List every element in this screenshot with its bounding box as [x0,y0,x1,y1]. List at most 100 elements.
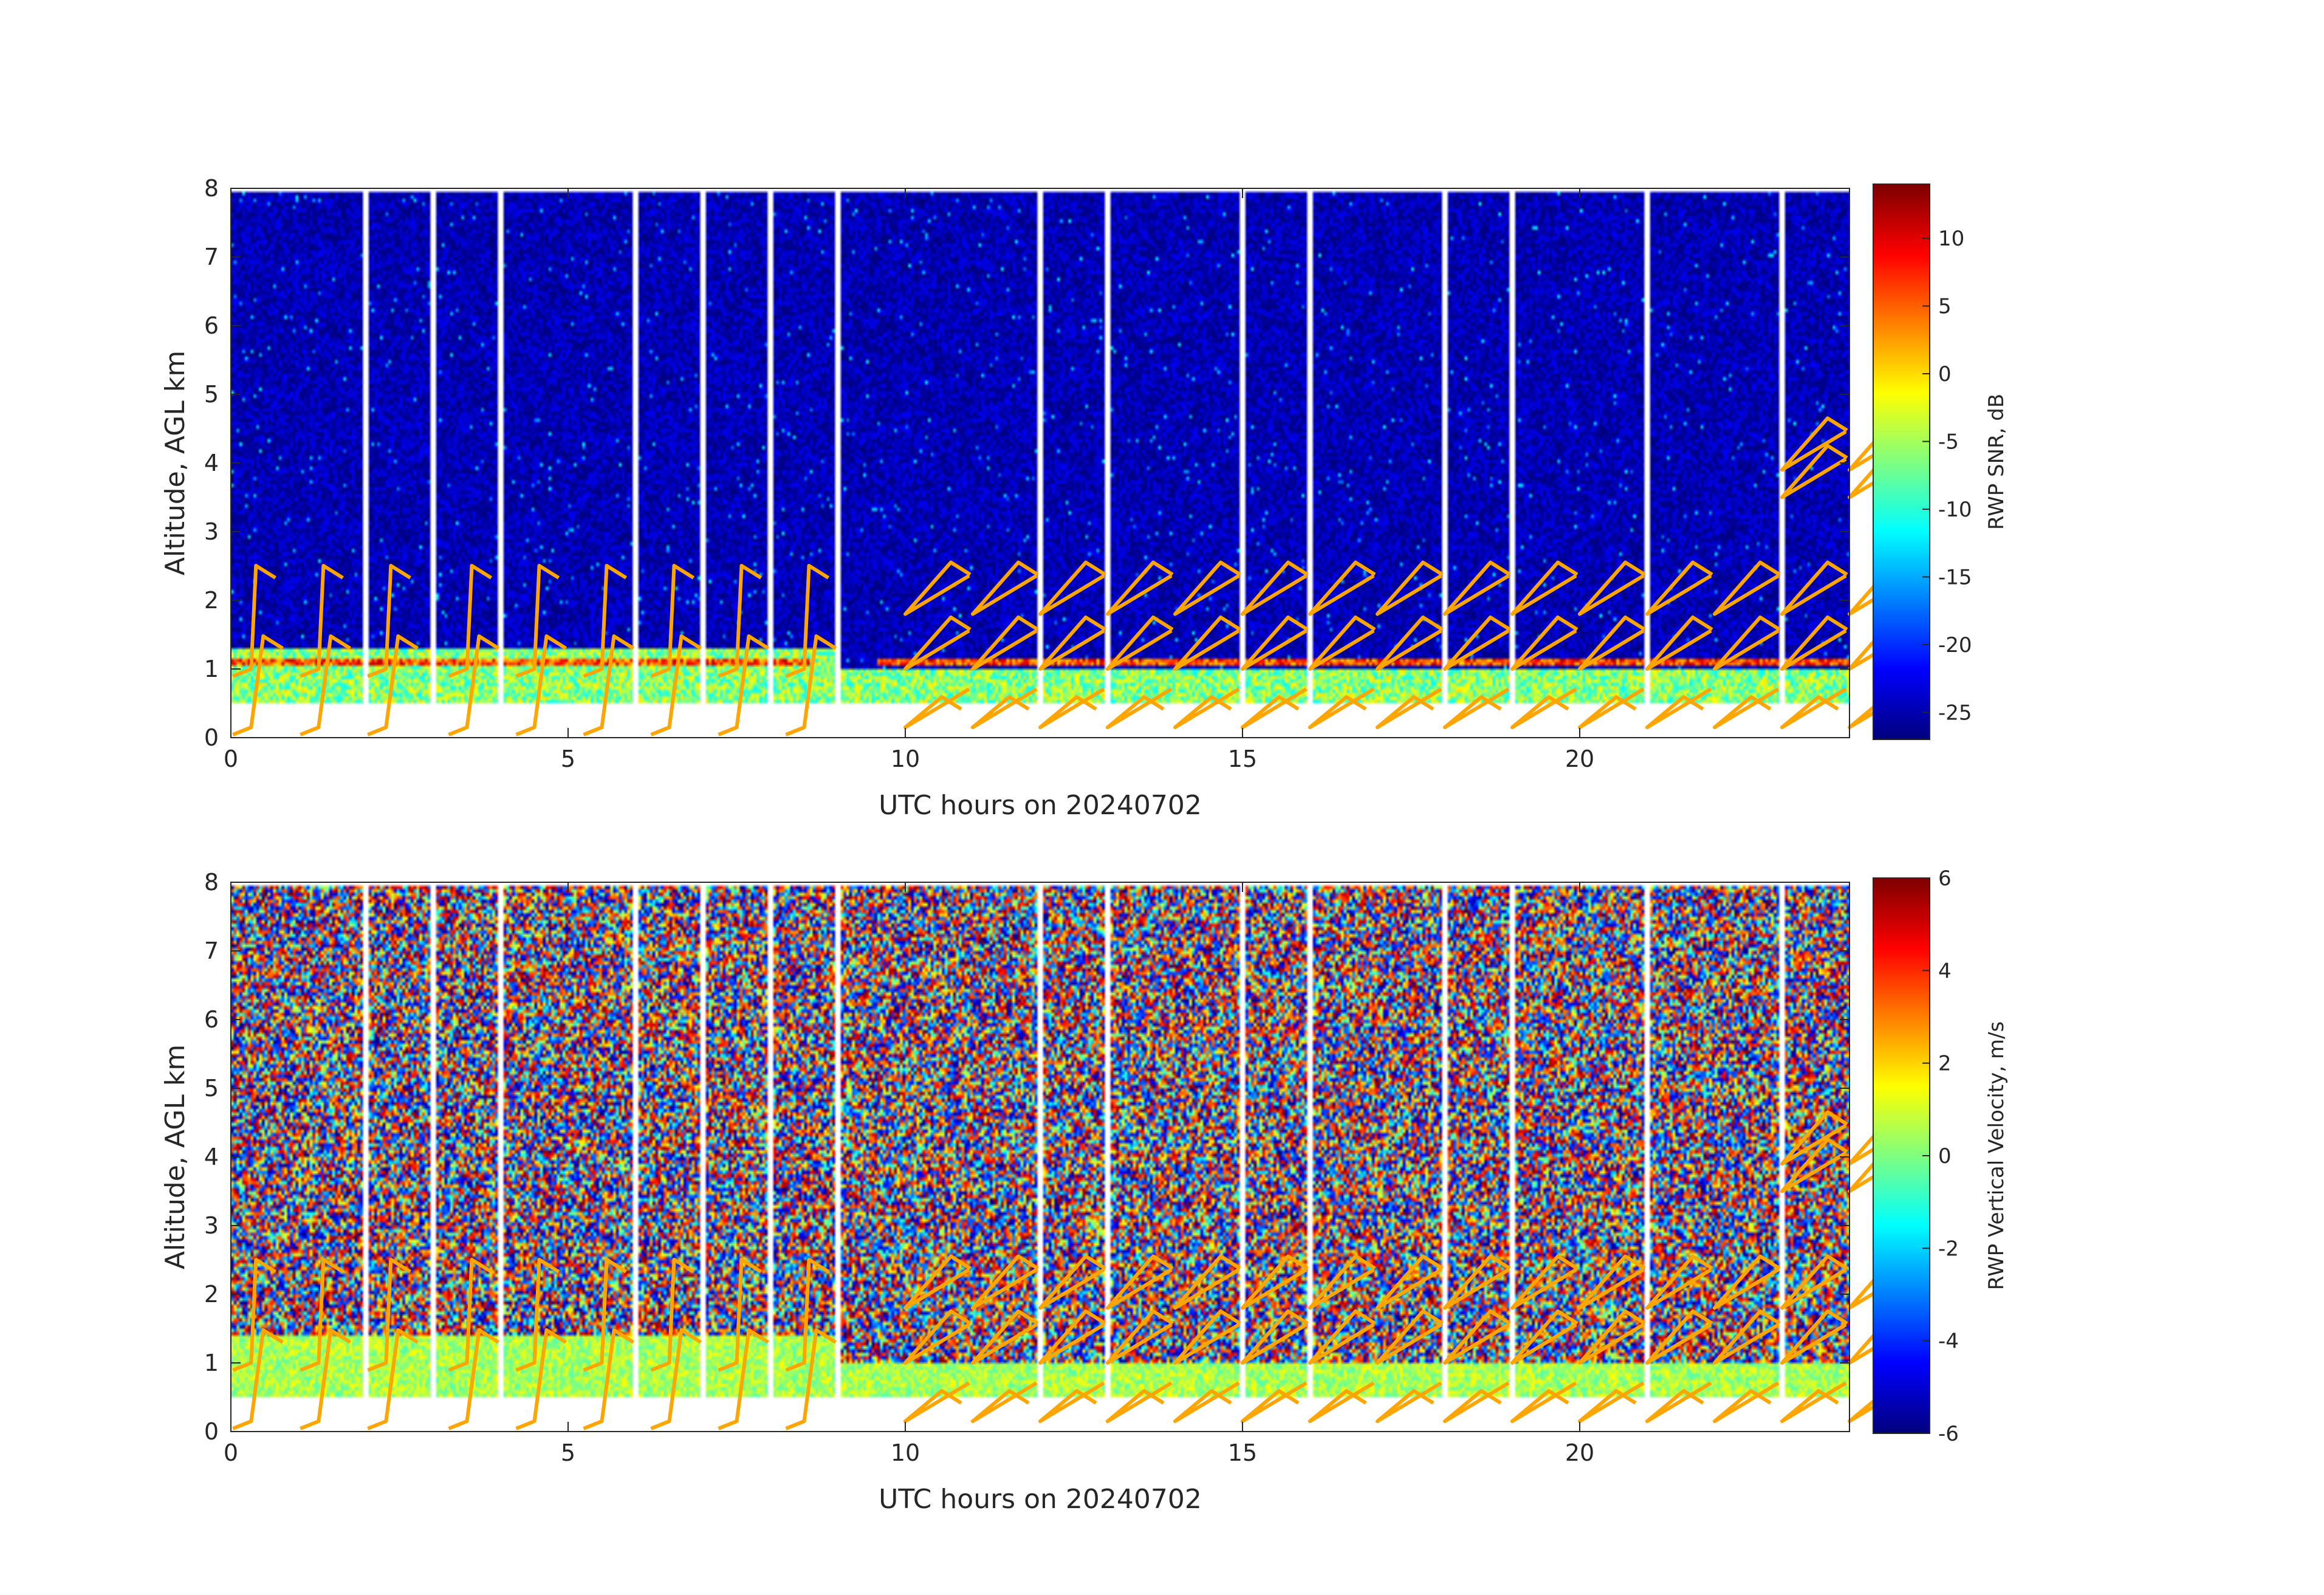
wind-barb [1780,1110,1848,1166]
x-tick-label: 0 [224,1439,238,1466]
wind-barb [583,564,628,678]
wind-barb [650,564,695,678]
wind-barb [1173,560,1241,616]
wind-barb [903,560,972,616]
x-tick-label: 10 [891,746,920,772]
wind-barb [903,1381,970,1424]
wind-barb [448,634,500,736]
wind-barb [1510,1254,1578,1310]
wind-barb [367,1328,419,1430]
wind-barb [785,634,837,736]
wind-barb [1106,560,1174,616]
wind-barb [232,564,276,678]
colorbar-tick-label: 2 [1938,1052,1952,1076]
velocity-colorbar [1873,878,1930,1433]
wind-barb [1645,560,1713,616]
wind-barb [1780,1381,1847,1424]
colorbar-tick-label: -25 [1938,701,1972,725]
wind-barb [1376,560,1444,616]
wind-barb [1780,444,1848,499]
wind-barb [1578,560,1646,616]
colorbar-tick-label: 0 [1938,362,1952,386]
wind-barb [1645,1309,1713,1365]
wind-barb [1308,616,1376,671]
y-tick-label: 0 [204,1418,219,1445]
wind-barb [1713,1309,1781,1365]
wind-barb [448,1328,500,1430]
wind-barb [718,564,763,678]
snr-colorbar-label: RWP SNR, dB [1984,394,2009,530]
wind-barb [1780,1137,1848,1193]
wind-barb [1038,616,1106,671]
wind-barb [1645,616,1713,671]
wind-barb [971,1381,1038,1424]
wind-barb [1173,1381,1240,1424]
wind-barb [300,634,351,736]
wind-barb [1713,1381,1780,1424]
wind-barb [1241,616,1309,671]
wind-barb [1578,687,1645,730]
wind-barb [718,1328,770,1430]
y-tick-label: 2 [204,1281,219,1308]
wind-barb [300,564,344,678]
wind-barb [1713,616,1781,671]
wind-barb [1780,616,1848,671]
velocity-wind-barbs [232,1110,1916,1430]
y-tick-label: 2 [204,587,219,614]
wind-barb [1376,1254,1444,1310]
wind-barb [448,564,493,678]
colorbar-tick-label: -2 [1938,1237,1959,1261]
snr-x-axis-label: UTC hours on 20240702 [879,790,1202,821]
wind-barb [1376,1309,1444,1365]
wind-barb [1038,1309,1106,1365]
snr-heatmap [231,188,1849,738]
wind-barb [971,1254,1039,1310]
wind-barb [903,1254,972,1310]
wind-barb [1578,1381,1645,1424]
wind-barb [1780,1309,1848,1365]
wind-barb [1443,1309,1511,1365]
y-tick-label: 5 [204,381,219,408]
wind-barb [1241,1254,1309,1310]
wind-barb [1038,560,1106,616]
wind-barb [1443,1254,1511,1310]
wind-barb [1308,1254,1376,1310]
wind-barb [583,634,635,736]
wind-barb [1106,1381,1173,1424]
wind-barb [515,634,567,736]
wind-barb [1780,1254,1848,1310]
wind-barb [650,1328,702,1430]
wind-barb [1241,560,1309,616]
wind-barb [515,1258,560,1372]
y-tick-label: 3 [204,1212,219,1239]
colorbar-tick-label: -4 [1938,1329,1959,1354]
velocity-x-ticks: 0 5 10 15 20 [224,882,1594,1466]
colorbar-tick-label: 4 [1938,959,1952,983]
wind-barb [1241,687,1308,730]
wind-barb [785,564,830,678]
snr-colorbar-ticks: 10 5 0 -5 -10 -15 -20 -25 [1922,227,1972,725]
x-tick-label: 20 [1565,746,1594,772]
x-tick-label: 0 [224,746,238,772]
y-tick-label: 8 [204,175,219,202]
velocity-colorbar-ticks: 6 4 2 0 -2 -4 -6 [1922,866,1959,1446]
wind-barb [1645,1254,1713,1310]
wind-barb [1645,687,1712,730]
wind-barb [1308,560,1376,616]
snr-x-ticks: 0 5 10 15 20 [224,188,1594,772]
wind-barb [1173,616,1241,671]
wind-barb [1443,1381,1510,1424]
wind-barb [1578,1309,1646,1365]
colorbar-tick-label: -20 [1938,633,1972,657]
y-tick-label: 1 [204,656,219,682]
velocity-y-ticks: 0 1 2 3 4 5 6 7 8 [204,869,1849,1445]
wind-barb [1713,687,1780,730]
x-tick-label: 15 [1228,746,1257,772]
wind-barb [1173,687,1240,730]
wind-barb [367,564,411,678]
wind-barb [448,1258,493,1372]
wind-barb [1780,416,1848,472]
wind-barb [1645,1381,1712,1424]
wind-barb [1713,1254,1781,1310]
wind-barb [1780,687,1847,730]
